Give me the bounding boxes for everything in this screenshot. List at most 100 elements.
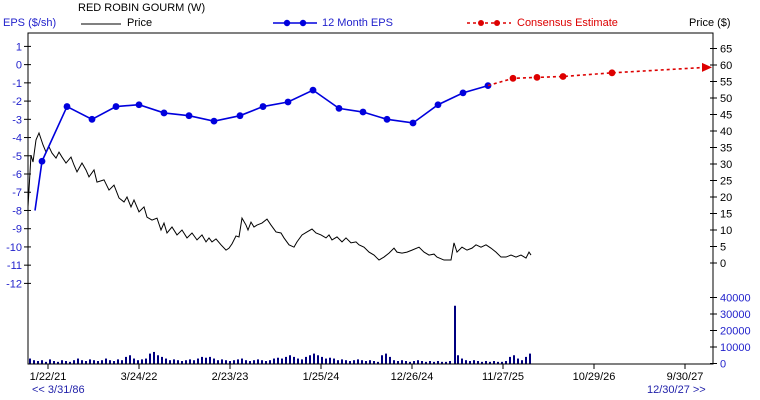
volume-bar — [341, 359, 343, 364]
volume-bar — [413, 361, 415, 364]
price-axis-tick-label: 65 — [720, 44, 732, 56]
volume-bar — [477, 361, 479, 364]
date-axis-tick-label: 1/22/21 — [30, 371, 67, 383]
legend-eps12-label: 12 Month EPS — [322, 17, 393, 29]
volume-bar — [81, 360, 83, 364]
12-month-eps-line — [34, 84, 489, 211]
volume-bar — [437, 361, 439, 364]
consensus-estimate-marker — [509, 74, 517, 82]
volume-bar — [157, 355, 159, 364]
legend-price-label: Price — [127, 17, 153, 29]
volume-bar — [185, 360, 187, 364]
eps-axis-tick-label: 1 — [16, 41, 22, 53]
volume-bar — [205, 357, 207, 364]
volume-bar — [217, 360, 219, 364]
volume-bar — [389, 356, 391, 364]
volume-bar — [505, 361, 507, 364]
volume-bar — [493, 361, 495, 364]
volume-bar — [109, 360, 111, 364]
12-month-eps-marker — [160, 109, 168, 117]
volume-bar — [113, 361, 115, 364]
volume-bar — [253, 360, 255, 364]
volume-axis-tick-label: 40000 — [720, 293, 751, 305]
volume-bar — [469, 361, 471, 364]
eps-axis-tick-label: -8 — [12, 205, 22, 217]
volume-bar — [433, 361, 435, 364]
volume-bar — [57, 361, 59, 364]
volume-bar — [245, 360, 247, 364]
volume-bar — [325, 358, 327, 364]
volume-bar — [301, 359, 303, 364]
date-axis-tick-label: 3/24/22 — [121, 371, 158, 383]
eps-axis-tick-label: -9 — [12, 224, 22, 236]
volume-bar — [329, 357, 331, 364]
12-month-eps-marker — [185, 112, 193, 120]
volume-bar — [489, 361, 491, 364]
12-month-eps-marker — [309, 86, 317, 94]
volume-bar — [165, 358, 167, 364]
date-axis-tick-label: 10/29/26 — [573, 371, 616, 383]
volume-bar — [349, 361, 351, 364]
price-axis-tick-label: 60 — [720, 60, 732, 72]
volume-bar — [29, 358, 31, 364]
price-axis-tick-label: 40 — [720, 126, 732, 138]
price-axis-tick-label: 15 — [720, 209, 732, 221]
volume-bar — [373, 361, 375, 364]
volume-bar — [89, 359, 91, 364]
range-start-link[interactable]: << 3/31/86 — [32, 384, 85, 396]
volume-bar — [121, 360, 123, 364]
volume-bar — [501, 361, 503, 364]
volume-bar — [429, 361, 431, 364]
price-line — [27, 131, 532, 261]
volume-bar — [173, 359, 175, 364]
volume-bar — [401, 360, 403, 364]
volume-bar — [454, 305, 456, 364]
volume-bar — [385, 353, 387, 364]
volume-bar — [221, 359, 223, 364]
12-month-eps-marker — [259, 103, 267, 110]
volume-bar — [241, 358, 243, 364]
volume-bar — [61, 360, 63, 364]
price-line-swatch-icon — [81, 23, 121, 25]
volume-bar — [45, 361, 47, 364]
chart-title: RED ROBIN GOURM (W) — [78, 2, 206, 14]
volume-bar — [49, 359, 51, 364]
volume-bar — [409, 361, 411, 364]
volume-bar — [381, 355, 383, 364]
volume-bar — [197, 358, 199, 364]
volume-bar — [317, 355, 319, 364]
volume-bar — [133, 358, 135, 364]
legend-consensus-label: Consensus Estimate — [517, 17, 618, 29]
price-axis-tick-label: 0 — [720, 258, 726, 270]
price-axis-tick-label: 50 — [720, 93, 732, 105]
12-month-eps-marker — [284, 98, 292, 106]
volume-bar — [481, 361, 483, 364]
volume-bar — [213, 358, 215, 364]
volume-bar — [281, 358, 283, 364]
consensus-estimate-marker — [608, 69, 616, 77]
12-month-eps-marker — [38, 157, 46, 165]
volume-bar — [181, 361, 183, 364]
eps-axis-tick-label: -2 — [12, 96, 22, 108]
consensus-estimate-line — [487, 66, 707, 87]
volume-bar — [421, 361, 423, 364]
volume-bar — [365, 361, 367, 364]
12-month-eps-marker — [88, 115, 96, 123]
12-month-eps-marker — [112, 103, 120, 110]
volume-axis-tick-label: 20000 — [720, 326, 751, 338]
volume-bar — [417, 360, 419, 364]
volume-bar — [449, 361, 451, 364]
volume-bar — [457, 355, 459, 364]
volume-bar — [153, 351, 155, 364]
volume-bar — [441, 361, 443, 364]
volume-bar — [225, 360, 227, 364]
range-end-link[interactable]: 12/30/27 >> — [647, 384, 706, 396]
volume-bar — [97, 361, 99, 364]
date-axis-tick-label: 11/27/25 — [482, 371, 524, 383]
price-axis-tick-label: 10 — [720, 225, 732, 237]
volume-bar — [177, 360, 179, 364]
price-axis-tick-label: 25 — [720, 176, 732, 188]
volume-bar — [85, 361, 87, 364]
chart-frame — [27, 32, 714, 365]
